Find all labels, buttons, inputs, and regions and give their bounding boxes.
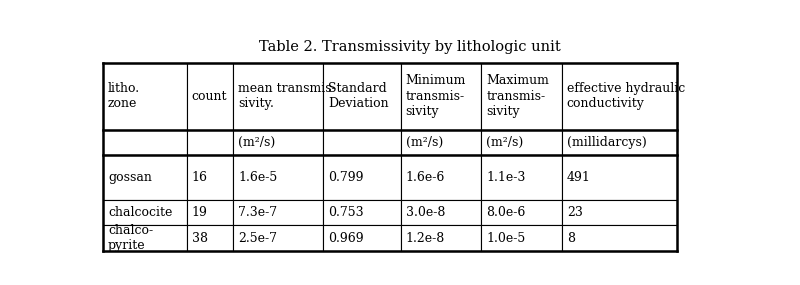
Text: 491: 491 [567,171,590,184]
Bar [401,200,482,225]
Text: 19: 19 [192,206,208,219]
Bar [482,155,562,200]
Bar [482,130,562,155]
Text: 16: 16 [192,171,208,184]
Bar [103,63,187,130]
Bar [187,200,234,225]
Bar [401,225,482,251]
Text: 38: 38 [192,232,208,245]
Text: litho.
zone: litho. zone [108,82,140,111]
Bar [187,225,234,251]
Text: (millidarcys): (millidarcys) [567,136,646,149]
Bar [482,200,562,225]
Text: 8: 8 [567,232,575,245]
Text: (m²/s): (m²/s) [486,136,523,149]
Text: 0.969: 0.969 [328,232,364,245]
Bar [187,155,234,200]
Bar [482,225,562,251]
Text: 0.753: 0.753 [328,206,364,219]
Text: 1.2e-8: 1.2e-8 [406,232,445,245]
Bar [187,130,234,155]
Text: (m²/s): (m²/s) [406,136,443,149]
Text: 3.0e-8: 3.0e-8 [406,206,445,219]
Text: Maximum
transmis-
sivity: Maximum transmis- sivity [486,74,549,118]
Text: chalcocite: chalcocite [108,206,173,219]
Text: Standard
Deviation: Standard Deviation [328,82,389,111]
Bar [323,155,401,200]
Text: Table 2. Transmissivity by lithologic unit: Table 2. Transmissivity by lithologic un… [259,40,561,54]
Bar [323,225,401,251]
Text: Minimum
transmis-
sivity: Minimum transmis- sivity [406,74,466,118]
Bar [234,225,323,251]
Text: chalco-
pyrite: chalco- pyrite [108,224,153,253]
Bar [234,63,323,130]
Text: effective hydraulic
conductivity: effective hydraulic conductivity [567,82,685,111]
Text: 1.0e-5: 1.0e-5 [486,232,526,245]
Text: 7.3e-7: 7.3e-7 [238,206,278,219]
Bar [323,130,401,155]
Text: 23: 23 [567,206,582,219]
Bar [234,200,323,225]
Bar [103,225,187,251]
Bar [562,155,677,200]
Bar [562,200,677,225]
Text: 0.799: 0.799 [328,171,364,184]
Text: 2.5e-7: 2.5e-7 [238,232,278,245]
Bar [562,225,677,251]
Text: mean transmis-
sivity.: mean transmis- sivity. [238,82,336,111]
Bar [187,63,234,130]
Bar [562,63,677,130]
Text: 1.6e-5: 1.6e-5 [238,171,278,184]
Bar [234,130,323,155]
Bar [482,63,562,130]
Bar [234,155,323,200]
Bar [103,155,187,200]
Bar [103,130,187,155]
Text: 1.6e-6: 1.6e-6 [406,171,445,184]
Bar [103,200,187,225]
Text: count: count [192,90,227,103]
Text: 8.0e-6: 8.0e-6 [486,206,526,219]
Bar [323,200,401,225]
Bar [562,130,677,155]
Bar [401,130,482,155]
Bar [323,63,401,130]
Text: (m²/s): (m²/s) [238,136,275,149]
Bar [401,63,482,130]
Text: 1.1e-3: 1.1e-3 [486,171,526,184]
Bar [401,155,482,200]
Text: gossan: gossan [108,171,152,184]
